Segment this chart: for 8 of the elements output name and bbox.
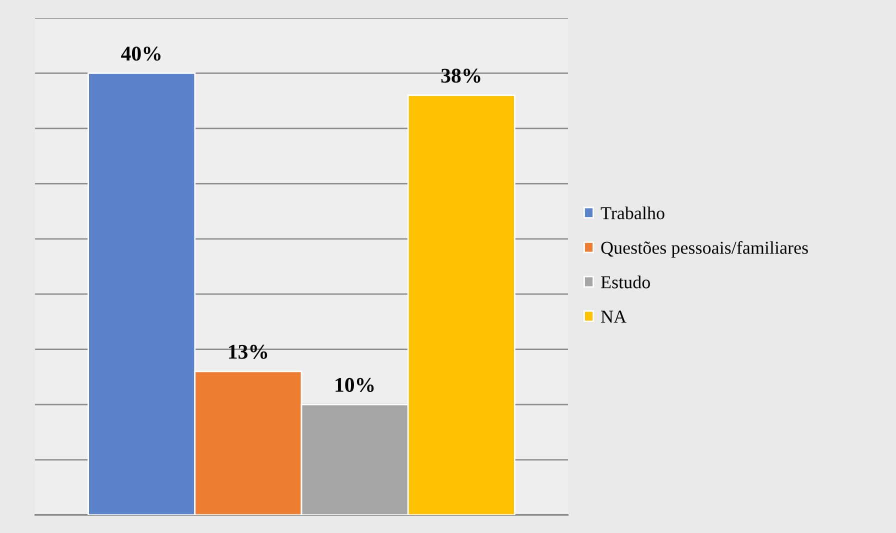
legend-label: Trabalho — [600, 206, 664, 220]
data-label: 38% — [441, 68, 480, 83]
legend-label: NA — [601, 310, 626, 323]
legend-label: Estudo — [601, 276, 650, 288]
data-label: 13% — [229, 344, 268, 359]
data-label: 10% — [336, 378, 374, 392]
data-label: 40% — [121, 46, 160, 61]
legend-label: Questões pessoais/familiares — [601, 241, 808, 258]
